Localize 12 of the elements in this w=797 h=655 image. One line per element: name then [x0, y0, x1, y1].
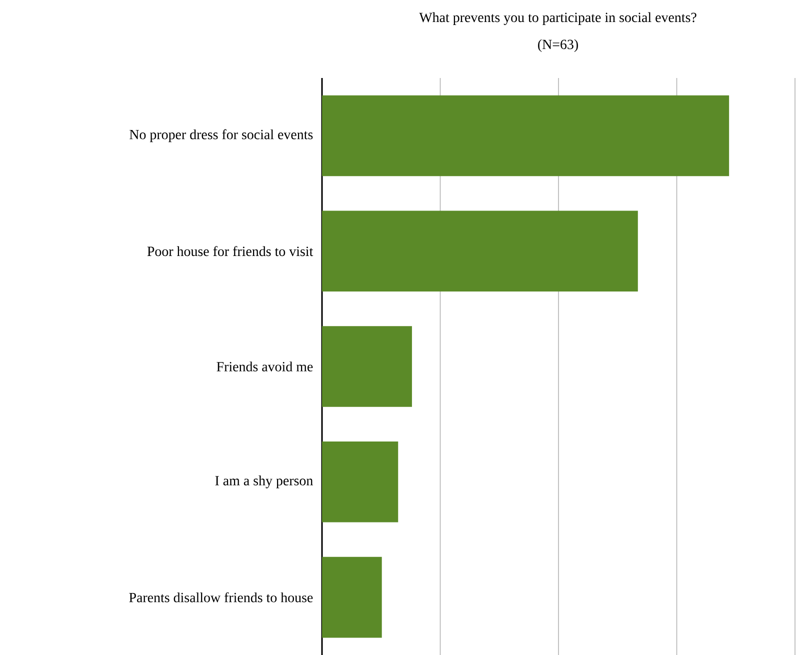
- bar: [322, 556, 382, 638]
- y-tick-label: Friends avoid me: [216, 362, 313, 372]
- bar: [322, 210, 638, 292]
- y-tick-label: I am a shy person: [215, 476, 313, 488]
- bar: [322, 442, 398, 522]
- chart-title: What prevents you to participate in social events?: [419, 12, 696, 26]
- y-tick-label: No proper dress for social events: [130, 129, 313, 142]
- bar: [322, 326, 412, 407]
- chart-subtitle: (N=63): [538, 39, 578, 52]
- y-tick-label: Parents disallow friends to house: [129, 592, 313, 602]
- bar: [322, 95, 730, 176]
- y-tick-label: Poor house for friends to visit: [147, 246, 314, 256]
